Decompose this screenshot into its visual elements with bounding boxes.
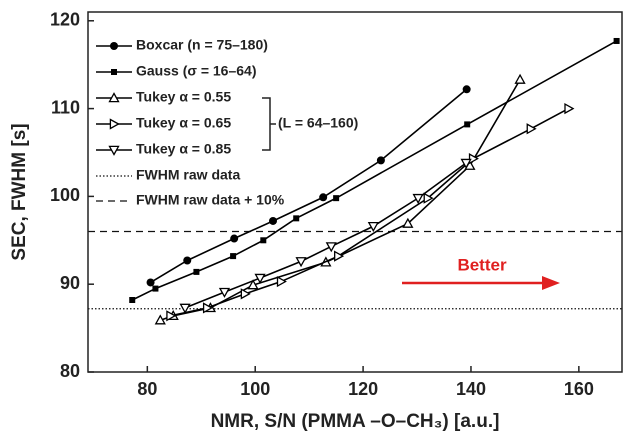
marker [325, 242, 337, 253]
series-line [170, 107, 569, 317]
plot-frame [87, 11, 623, 373]
group-label: (L = 64–160) [278, 115, 358, 131]
marker [293, 215, 300, 222]
marker [146, 278, 155, 287]
marker [564, 102, 575, 115]
y-tick-label: 120 [50, 10, 80, 30]
marker [269, 216, 278, 225]
marker [334, 250, 345, 262]
legend-label: FWHM raw data [136, 167, 240, 183]
legend-bracket [262, 97, 276, 151]
legend-label: Gauss (σ = 16–64) [136, 63, 256, 79]
marker [110, 42, 118, 50]
y-axis-label: SEC, FWHM [s] [9, 123, 30, 260]
marker [295, 257, 307, 268]
marker [367, 221, 379, 233]
marker [402, 217, 414, 228]
y-tick-label: 90 [60, 273, 80, 293]
legend-label: FWHM raw data + 10% [136, 192, 285, 208]
marker [412, 193, 424, 204]
marker [109, 118, 120, 130]
marker [319, 193, 328, 202]
annotation: Better [457, 255, 507, 274]
marker [254, 273, 266, 284]
marker [111, 69, 117, 75]
marker [276, 275, 287, 288]
legend-label: Tukey α = 0.55 [136, 89, 231, 105]
marker [179, 303, 191, 314]
legend-label: Tukey α = 0.65 [136, 115, 231, 131]
marker [464, 121, 471, 128]
x-tick-label: 140 [456, 379, 486, 399]
legend-label: Tukey α = 0.85 [136, 141, 231, 157]
x-tick-label: 160 [564, 379, 594, 399]
marker [129, 297, 136, 303]
marker [108, 92, 120, 103]
legend-label: Boxcar (n = 75–180) [136, 37, 268, 53]
marker [230, 253, 237, 260]
marker [460, 158, 472, 169]
marker [260, 237, 267, 244]
marker [218, 287, 231, 298]
marker [193, 268, 200, 275]
marker [202, 302, 214, 314]
series-line [184, 162, 467, 309]
marker [166, 310, 177, 322]
marker [376, 156, 385, 165]
marker [462, 85, 471, 94]
marker [152, 285, 159, 292]
marker [468, 153, 479, 165]
marker [613, 37, 620, 44]
marker [240, 288, 251, 300]
x-tick-label: 100 [240, 379, 270, 399]
marker [230, 234, 239, 243]
x-axis-label: NMR, S/N (PMMA –O–CH₃) [a.u.] [211, 411, 500, 432]
marker [423, 192, 434, 204]
marker [514, 73, 526, 84]
marker [183, 256, 192, 265]
marker [108, 145, 120, 156]
marker [526, 123, 537, 135]
marker [333, 195, 340, 202]
arrow-head [542, 276, 560, 290]
y-tick-label: 100 [50, 185, 80, 205]
x-tick-label: 80 [137, 379, 157, 399]
y-tick-label: 80 [60, 361, 80, 381]
marker [247, 279, 259, 290]
marker [154, 314, 166, 325]
x-tick-label: 120 [348, 379, 378, 399]
y-tick-label: 110 [51, 97, 80, 117]
